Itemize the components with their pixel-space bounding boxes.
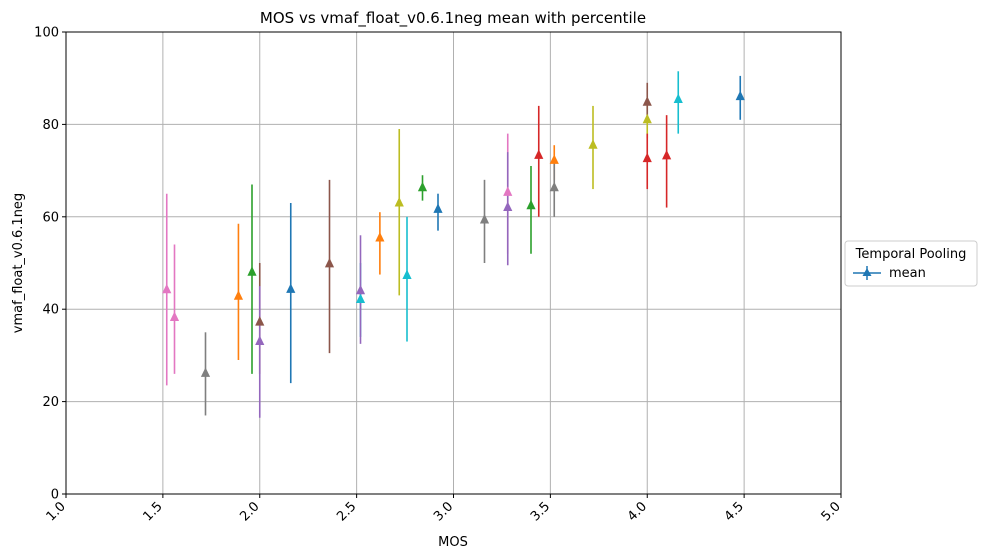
mean-marker — [355, 293, 366, 303]
y-tick-label: 100 — [34, 26, 59, 41]
mean-marker — [169, 311, 180, 322]
mean-marker — [662, 149, 672, 160]
legend-title: Temporal Pooling — [855, 247, 967, 262]
mean-marker — [479, 214, 490, 224]
legend-entry-mean: mean — [889, 266, 926, 281]
chart-title: MOS vs vmaf_float_v0.6.1neg mean with pe… — [260, 9, 646, 28]
legend-box — [844, 240, 978, 287]
mean-marker — [735, 90, 745, 101]
mean-marker — [588, 139, 598, 149]
mean-marker — [255, 316, 265, 326]
mean-marker — [233, 290, 244, 300]
mean-marker — [417, 181, 428, 192]
mean-marker — [394, 196, 404, 207]
mean-marker — [255, 335, 265, 346]
y-tick-label: 20 — [42, 395, 59, 410]
y-tick-label: 40 — [42, 303, 59, 318]
y-axis-ticks: 0 20 40 60 80 100 — [34, 26, 66, 503]
mean-marker — [162, 283, 172, 294]
mean-marker — [526, 199, 536, 210]
mean-marker — [642, 113, 652, 124]
mean-marker — [355, 284, 366, 295]
y-tick-label: 60 — [42, 210, 59, 225]
mean-marker — [642, 96, 652, 106]
mean-marker — [503, 201, 513, 212]
mean-marker — [402, 269, 412, 279]
y-tick-label: 0 — [51, 488, 59, 503]
legend: Temporal Pooling mean — [844, 240, 978, 287]
y-axis-title: vmaf_float_v0.6.1neg — [11, 193, 26, 333]
mean-marker — [549, 181, 559, 192]
mean-marker — [200, 367, 211, 377]
mean-marker — [673, 93, 683, 103]
mean-marker — [549, 154, 559, 164]
mean-marker — [433, 203, 443, 213]
mean-marker — [324, 257, 335, 268]
x-axis-title: MOS — [438, 535, 468, 550]
legend-triangle-marker — [862, 268, 872, 276]
mean-marker — [286, 283, 296, 293]
mean-marker — [534, 149, 544, 159]
mean-markers — [162, 90, 745, 377]
mean-marker — [642, 152, 652, 163]
mean-marker — [247, 266, 257, 276]
y-tick-label: 80 — [42, 118, 59, 133]
mean-marker — [503, 186, 513, 196]
mean-marker — [375, 232, 385, 242]
